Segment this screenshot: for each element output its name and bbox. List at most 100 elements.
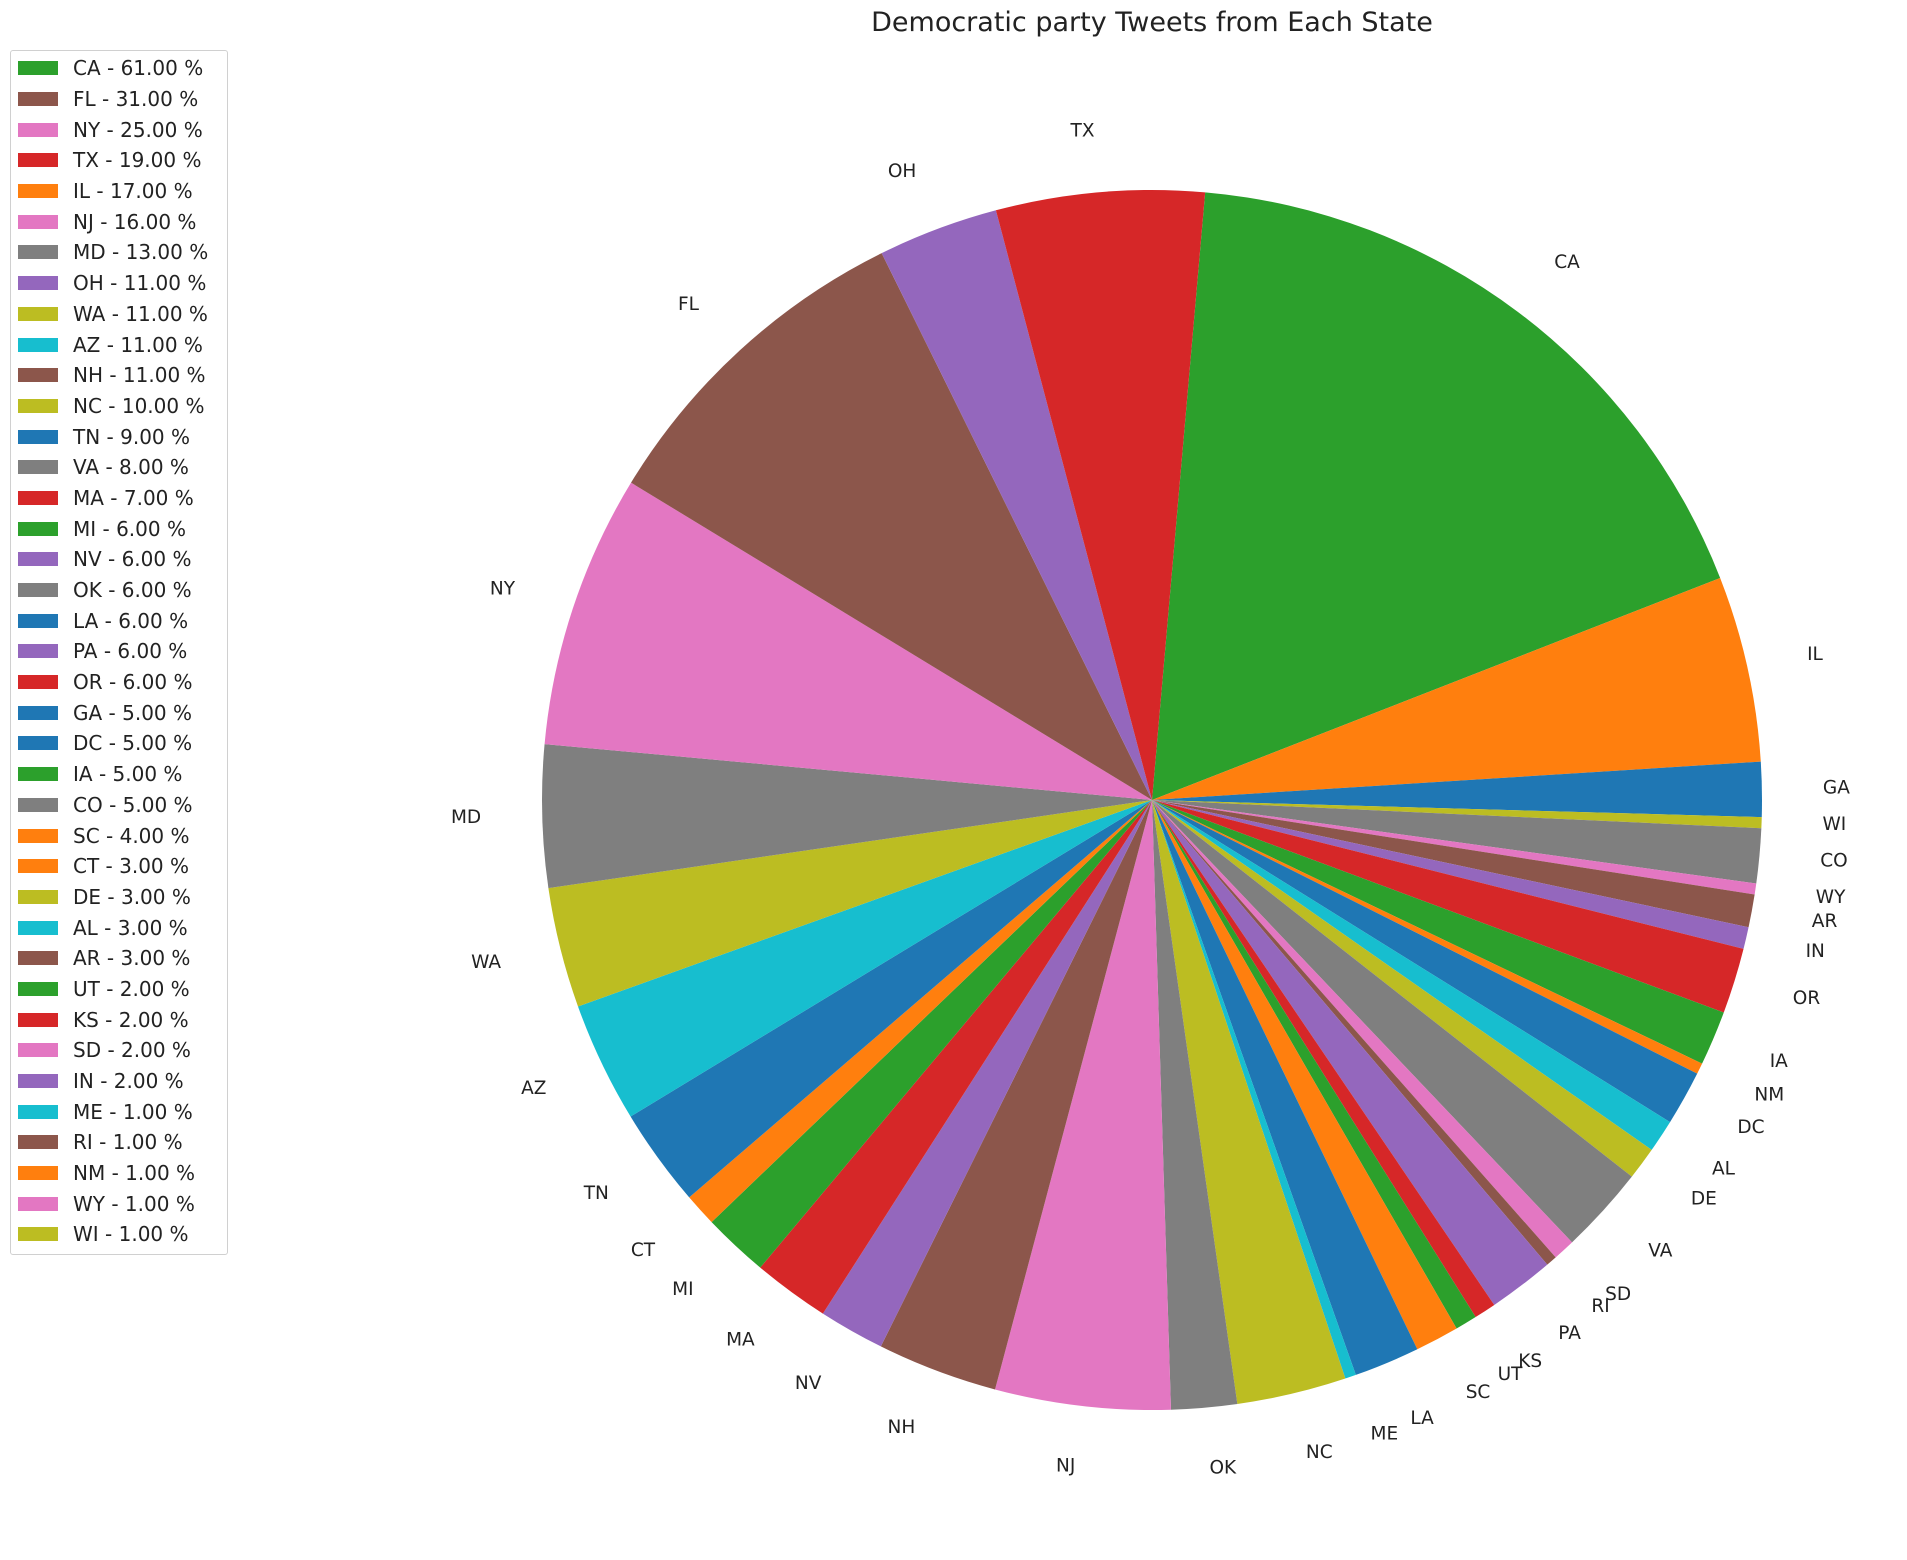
legend-swatch xyxy=(18,398,58,413)
slice-label-me: ME xyxy=(1371,1423,1399,1444)
legend-item: NH - 11.00 % xyxy=(11,360,227,391)
legend-swatch xyxy=(18,184,58,199)
legend-label: MD - 13.00 % xyxy=(73,240,209,265)
slice-label-nc: NC xyxy=(1306,1442,1333,1463)
legend-label: OR - 6.00 % xyxy=(73,670,193,695)
legend-swatch xyxy=(18,675,58,690)
legend-label: NM - 1.00 % xyxy=(73,1161,196,1186)
slice-label-nm: NM xyxy=(1754,1085,1784,1106)
pie-slice-wy xyxy=(1152,800,1757,895)
legend-item: SC - 4.00 % xyxy=(11,820,227,851)
slice-label-or: OR xyxy=(1793,988,1821,1009)
legend-label: WI - 1.00 % xyxy=(73,1222,189,1247)
legend-item: NC - 10.00 % xyxy=(11,391,227,422)
slice-label-ut: UT xyxy=(1498,1364,1524,1385)
slice-label-wi: WI xyxy=(1823,814,1847,835)
pie-slice-in xyxy=(1152,800,1749,949)
legend-label: IN - 2.00 % xyxy=(73,1069,184,1094)
pie-slice-az xyxy=(578,800,1152,1117)
legend-swatch xyxy=(18,1074,58,1089)
pie-slice-sd xyxy=(1152,800,1573,1258)
pie-slice-ut xyxy=(1152,800,1476,1329)
legend-label: WY - 1.00 % xyxy=(73,1191,195,1216)
legend-swatch xyxy=(18,583,58,598)
pie-slice-nj xyxy=(995,800,1171,1410)
legend-swatch xyxy=(18,460,58,475)
pie-slice-ct xyxy=(689,800,1152,1223)
legend-label: TN - 9.00 % xyxy=(73,424,191,449)
legend-swatch xyxy=(18,1166,58,1181)
legend-swatch xyxy=(18,705,58,720)
legend-item: NV - 6.00 % xyxy=(11,544,227,575)
pie-slice-ok xyxy=(1152,800,1238,1410)
legend-label: DE - 3.00 % xyxy=(73,884,191,909)
slice-label-fl: FL xyxy=(678,294,700,315)
legend-swatch xyxy=(18,920,58,935)
slice-label-wy: WY xyxy=(1816,887,1846,908)
legend-item: NY - 25.00 % xyxy=(11,114,227,145)
legend-label: TX - 19.00 % xyxy=(73,148,202,173)
legend-swatch xyxy=(18,61,58,76)
slice-label-ga: GA xyxy=(1823,777,1850,798)
pie-slice-tx xyxy=(995,189,1206,800)
legend-label: OK - 6.00 % xyxy=(73,578,192,603)
pie-slice-ri xyxy=(1152,800,1556,1265)
legend-swatch xyxy=(18,1135,58,1150)
slice-label-co: CO xyxy=(1820,851,1847,872)
slice-label-az: AZ xyxy=(521,1078,546,1099)
pie-slice-fl xyxy=(631,253,1152,800)
legend-swatch xyxy=(18,214,58,229)
legend-swatch xyxy=(18,797,58,812)
pie-slice-wa xyxy=(548,800,1152,1007)
slice-label-in: IN xyxy=(1806,941,1825,962)
pie-slice-ma xyxy=(760,800,1152,1314)
legend-item: TN - 9.00 % xyxy=(11,421,227,452)
legend-swatch xyxy=(18,828,58,843)
legend-swatch xyxy=(18,245,58,260)
legend-label: KS - 2.00 % xyxy=(73,1007,189,1032)
legend-item: AZ - 11.00 % xyxy=(11,329,227,360)
slice-label-la: LA xyxy=(1410,1408,1434,1429)
slice-label-va: VA xyxy=(1648,1241,1672,1262)
pie-slice-tn xyxy=(630,800,1152,1198)
pie-slice-or xyxy=(1152,800,1744,1013)
slice-label-nj: NJ xyxy=(1056,1456,1075,1477)
legend-swatch xyxy=(18,1104,58,1119)
legend-swatch xyxy=(18,429,58,444)
slice-label-al: AL xyxy=(1712,1159,1736,1180)
pie-slice-nc xyxy=(1152,800,1346,1404)
slice-label-oh: OH xyxy=(888,161,916,182)
legend-label: WA - 11.00 % xyxy=(73,301,208,326)
legend-label: AL - 3.00 % xyxy=(73,915,188,940)
legend-label: CO - 5.00 % xyxy=(73,792,193,817)
slice-label-de: DE xyxy=(1691,1189,1717,1210)
slice-label-ca: CA xyxy=(1554,252,1580,273)
slice-label-tn: TN xyxy=(583,1183,609,1204)
legend-label: NC - 10.00 % xyxy=(73,393,205,418)
legend-item: CO - 5.00 % xyxy=(11,790,227,821)
pie-slice-ia xyxy=(1152,800,1724,1064)
legend-swatch xyxy=(18,736,58,751)
legend-label: OH - 11.00 % xyxy=(73,271,207,296)
legend-item: WY - 1.00 % xyxy=(11,1188,227,1219)
legend-label: AZ - 11.00 % xyxy=(73,332,203,357)
legend-label: RI - 1.00 % xyxy=(73,1130,183,1155)
legend-swatch xyxy=(18,889,58,904)
legend-item: KS - 2.00 % xyxy=(11,1004,227,1035)
legend-label: VA - 8.00 % xyxy=(73,455,189,480)
legend-item: ME - 1.00 % xyxy=(11,1096,227,1127)
pie-slice-dc xyxy=(1152,800,1698,1123)
legend-swatch xyxy=(18,276,58,291)
legend-swatch xyxy=(18,644,58,659)
slice-label-wa: WA xyxy=(471,952,501,973)
legend-swatch xyxy=(18,1043,58,1058)
legend-item: IN - 2.00 % xyxy=(11,1066,227,1097)
legend-swatch xyxy=(18,981,58,996)
legend-item: RI - 1.00 % xyxy=(11,1127,227,1158)
legend-swatch xyxy=(18,1227,58,1242)
slice-label-nh: NH xyxy=(888,1417,916,1438)
legend-item: AL - 3.00 % xyxy=(11,912,227,943)
legend-swatch xyxy=(18,122,58,137)
